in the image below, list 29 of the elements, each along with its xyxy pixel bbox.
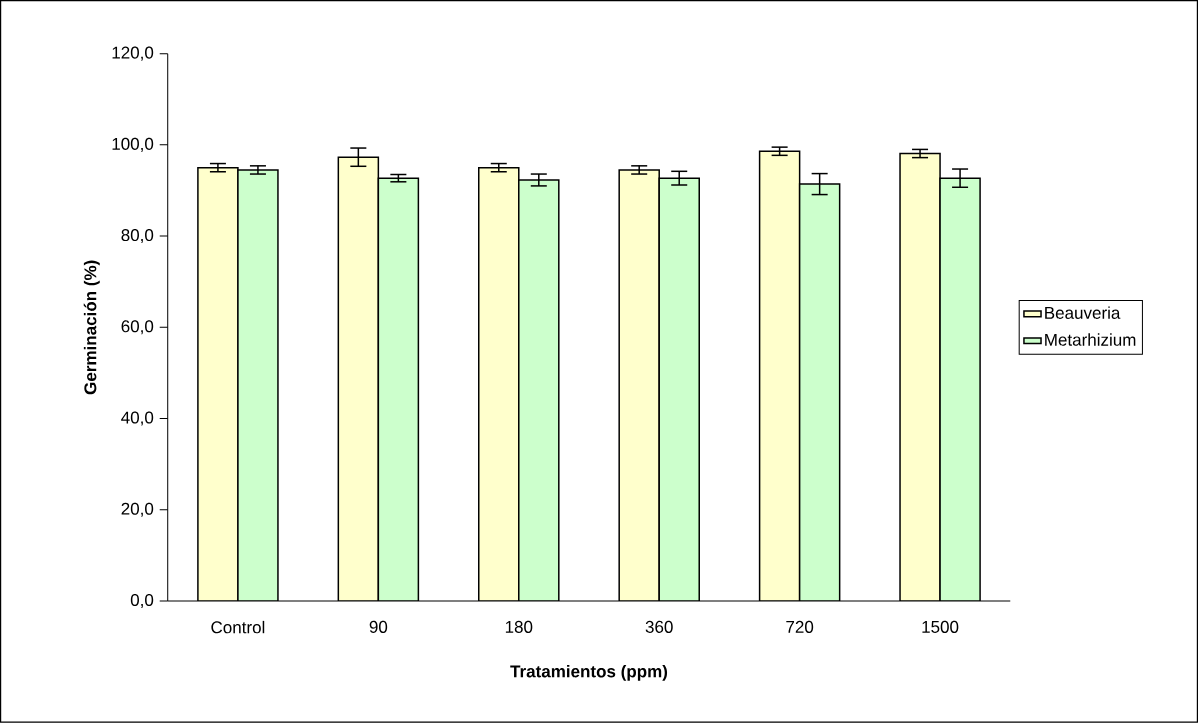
y-tick-label: 60,0 — [121, 320, 154, 335]
x-tick-label: 360 — [645, 621, 673, 634]
legend-label: Beauveria — [1045, 306, 1121, 320]
bar — [798, 183, 841, 602]
bar — [237, 169, 279, 602]
x-tick-label: 90 — [369, 621, 388, 634]
y-tick-label: 20,0 — [121, 502, 154, 517]
y-tick-label: 120,0 — [112, 46, 154, 61]
x-tick-label: 180 — [505, 621, 533, 634]
y-tick-label: 40,0 — [121, 411, 154, 426]
y-axis-title: Germinación (%) — [83, 260, 100, 395]
y-tick-label: 80,0 — [121, 229, 154, 244]
x-tick-label: 1500 — [922, 621, 959, 634]
bar — [899, 152, 941, 602]
bar — [518, 179, 560, 602]
bar — [478, 167, 520, 602]
y-tick-label: 100,0 — [112, 137, 154, 153]
bar — [337, 156, 380, 602]
bar — [197, 167, 239, 602]
y-tick-label: 0,0 — [130, 594, 154, 609]
bar — [758, 150, 801, 602]
bar — [939, 177, 981, 602]
bar — [377, 177, 420, 602]
x-axis-title: Tratamientos (ppm) — [510, 665, 668, 681]
x-tick-label: Control — [211, 621, 265, 634]
bar — [658, 177, 700, 602]
x-tick-label: 720 — [786, 621, 814, 634]
bar — [618, 169, 660, 602]
legend-label: Metarhizium — [1045, 333, 1136, 346]
